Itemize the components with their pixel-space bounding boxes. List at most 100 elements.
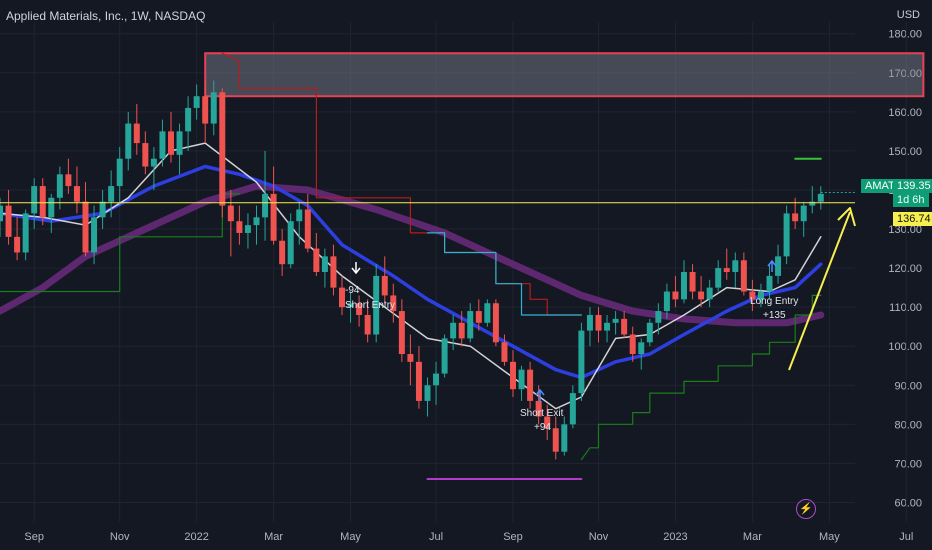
candle-body	[244, 225, 251, 233]
resistance-zone	[204, 52, 925, 98]
candle-body	[168, 131, 174, 155]
candle-body	[792, 213, 799, 222]
candle-body	[150, 158, 157, 167]
candle-body	[407, 354, 414, 362]
candle-body	[510, 361, 516, 390]
candle-body	[766, 275, 773, 292]
candle-body	[561, 424, 568, 452]
level-price-tag: 136.74	[893, 212, 932, 226]
candle-body	[398, 311, 405, 355]
y-tick-label: 60.00	[894, 497, 922, 509]
candle-body	[373, 275, 380, 335]
x-tick-label: 2023	[663, 531, 687, 543]
candle-body	[586, 314, 593, 331]
candle-body	[535, 400, 542, 417]
candle-body	[321, 256, 328, 272]
candle-body	[262, 193, 269, 218]
candle-body	[569, 393, 576, 425]
y-tick-label: 170.00	[888, 68, 922, 80]
candle-body	[176, 131, 183, 155]
candle-body	[629, 334, 636, 355]
candle-body	[56, 174, 63, 198]
candle-body	[270, 193, 277, 241]
candle-body	[415, 361, 422, 401]
candle-body	[116, 158, 123, 187]
candle-body	[492, 303, 499, 343]
candle-body	[31, 186, 38, 214]
candle-body	[689, 272, 696, 292]
symbol-tag: AMAT	[861, 179, 899, 193]
trailing-stop-cyan-line	[426, 232, 583, 316]
currency-label: USD	[896, 9, 920, 21]
candle-body	[800, 205, 807, 222]
x-tick-label: Sep	[503, 531, 523, 543]
candle-body	[732, 260, 739, 272]
candle-body	[458, 322, 465, 339]
candle-body	[484, 303, 491, 323]
candle-body	[638, 342, 645, 355]
x-tick-label: Sep	[24, 531, 44, 543]
candle-body	[467, 311, 474, 339]
candle-body	[604, 322, 611, 331]
candle-body	[14, 236, 21, 253]
candle-body	[0, 205, 3, 222]
short-exit-label: Short Exit	[520, 408, 564, 419]
candle-body	[48, 197, 55, 218]
chart-title[interactable]: Applied Materials, Inc., 1W, NASDAQ	[6, 9, 206, 23]
candle-body	[185, 107, 192, 132]
y-tick-label: 80.00	[894, 419, 922, 431]
candle-body	[339, 287, 345, 308]
candle-body	[681, 272, 687, 300]
candle-body	[22, 213, 29, 253]
candle-body	[544, 416, 551, 429]
candle-body	[210, 92, 217, 124]
x-tick-label: Mar	[743, 531, 762, 543]
candle-body	[612, 318, 619, 323]
candle-body	[655, 311, 662, 323]
candle-body	[698, 291, 705, 300]
y-tick-label: 70.00	[894, 458, 922, 470]
candle-body	[219, 92, 226, 206]
y-tick-label: 150.00	[888, 146, 922, 158]
candle-body	[450, 322, 457, 339]
lightning-icon[interactable]: ⚡	[796, 499, 816, 519]
x-tick-label: 2022	[184, 531, 208, 543]
sma-mid-line	[0, 164, 823, 380]
candle-body	[227, 205, 234, 222]
candle-body	[501, 342, 508, 362]
candle-body	[552, 428, 559, 452]
y-tick-label: 130.00	[888, 224, 922, 236]
trend-arrow-head	[837, 207, 856, 227]
candle-body	[347, 303, 354, 308]
candle-body	[125, 123, 132, 159]
x-tick-label: Jul	[429, 531, 443, 543]
candle-body	[142, 143, 149, 167]
candle-body	[595, 314, 602, 331]
long-entry-arrow-icon	[767, 259, 777, 272]
trend-arrow	[788, 211, 851, 371]
y-tick-label: 160.00	[888, 107, 922, 119]
candle-body	[390, 295, 397, 312]
sma-short-line	[0, 142, 822, 410]
candle-body	[775, 256, 782, 276]
candle-body	[433, 373, 440, 386]
candle-body	[287, 221, 294, 265]
short-entry-label: Short Entry	[345, 300, 396, 311]
candle-body	[672, 291, 679, 300]
candle-body	[65, 174, 72, 187]
candle-body	[5, 205, 12, 237]
candle-body	[578, 330, 585, 394]
candle-body	[236, 221, 243, 233]
candle-body	[706, 287, 713, 300]
long-entry-label: Long Entry	[750, 296, 799, 307]
y-tick-label: 110.00	[889, 302, 922, 314]
candle-body	[91, 217, 98, 253]
x-tick-label: May	[819, 531, 840, 543]
x-tick-label: Nov	[110, 531, 130, 543]
candle-body	[364, 314, 371, 335]
last-price-tag: 139.35	[893, 179, 932, 193]
candle-body	[73, 186, 80, 202]
short-entry-arrow-icon	[351, 262, 361, 275]
